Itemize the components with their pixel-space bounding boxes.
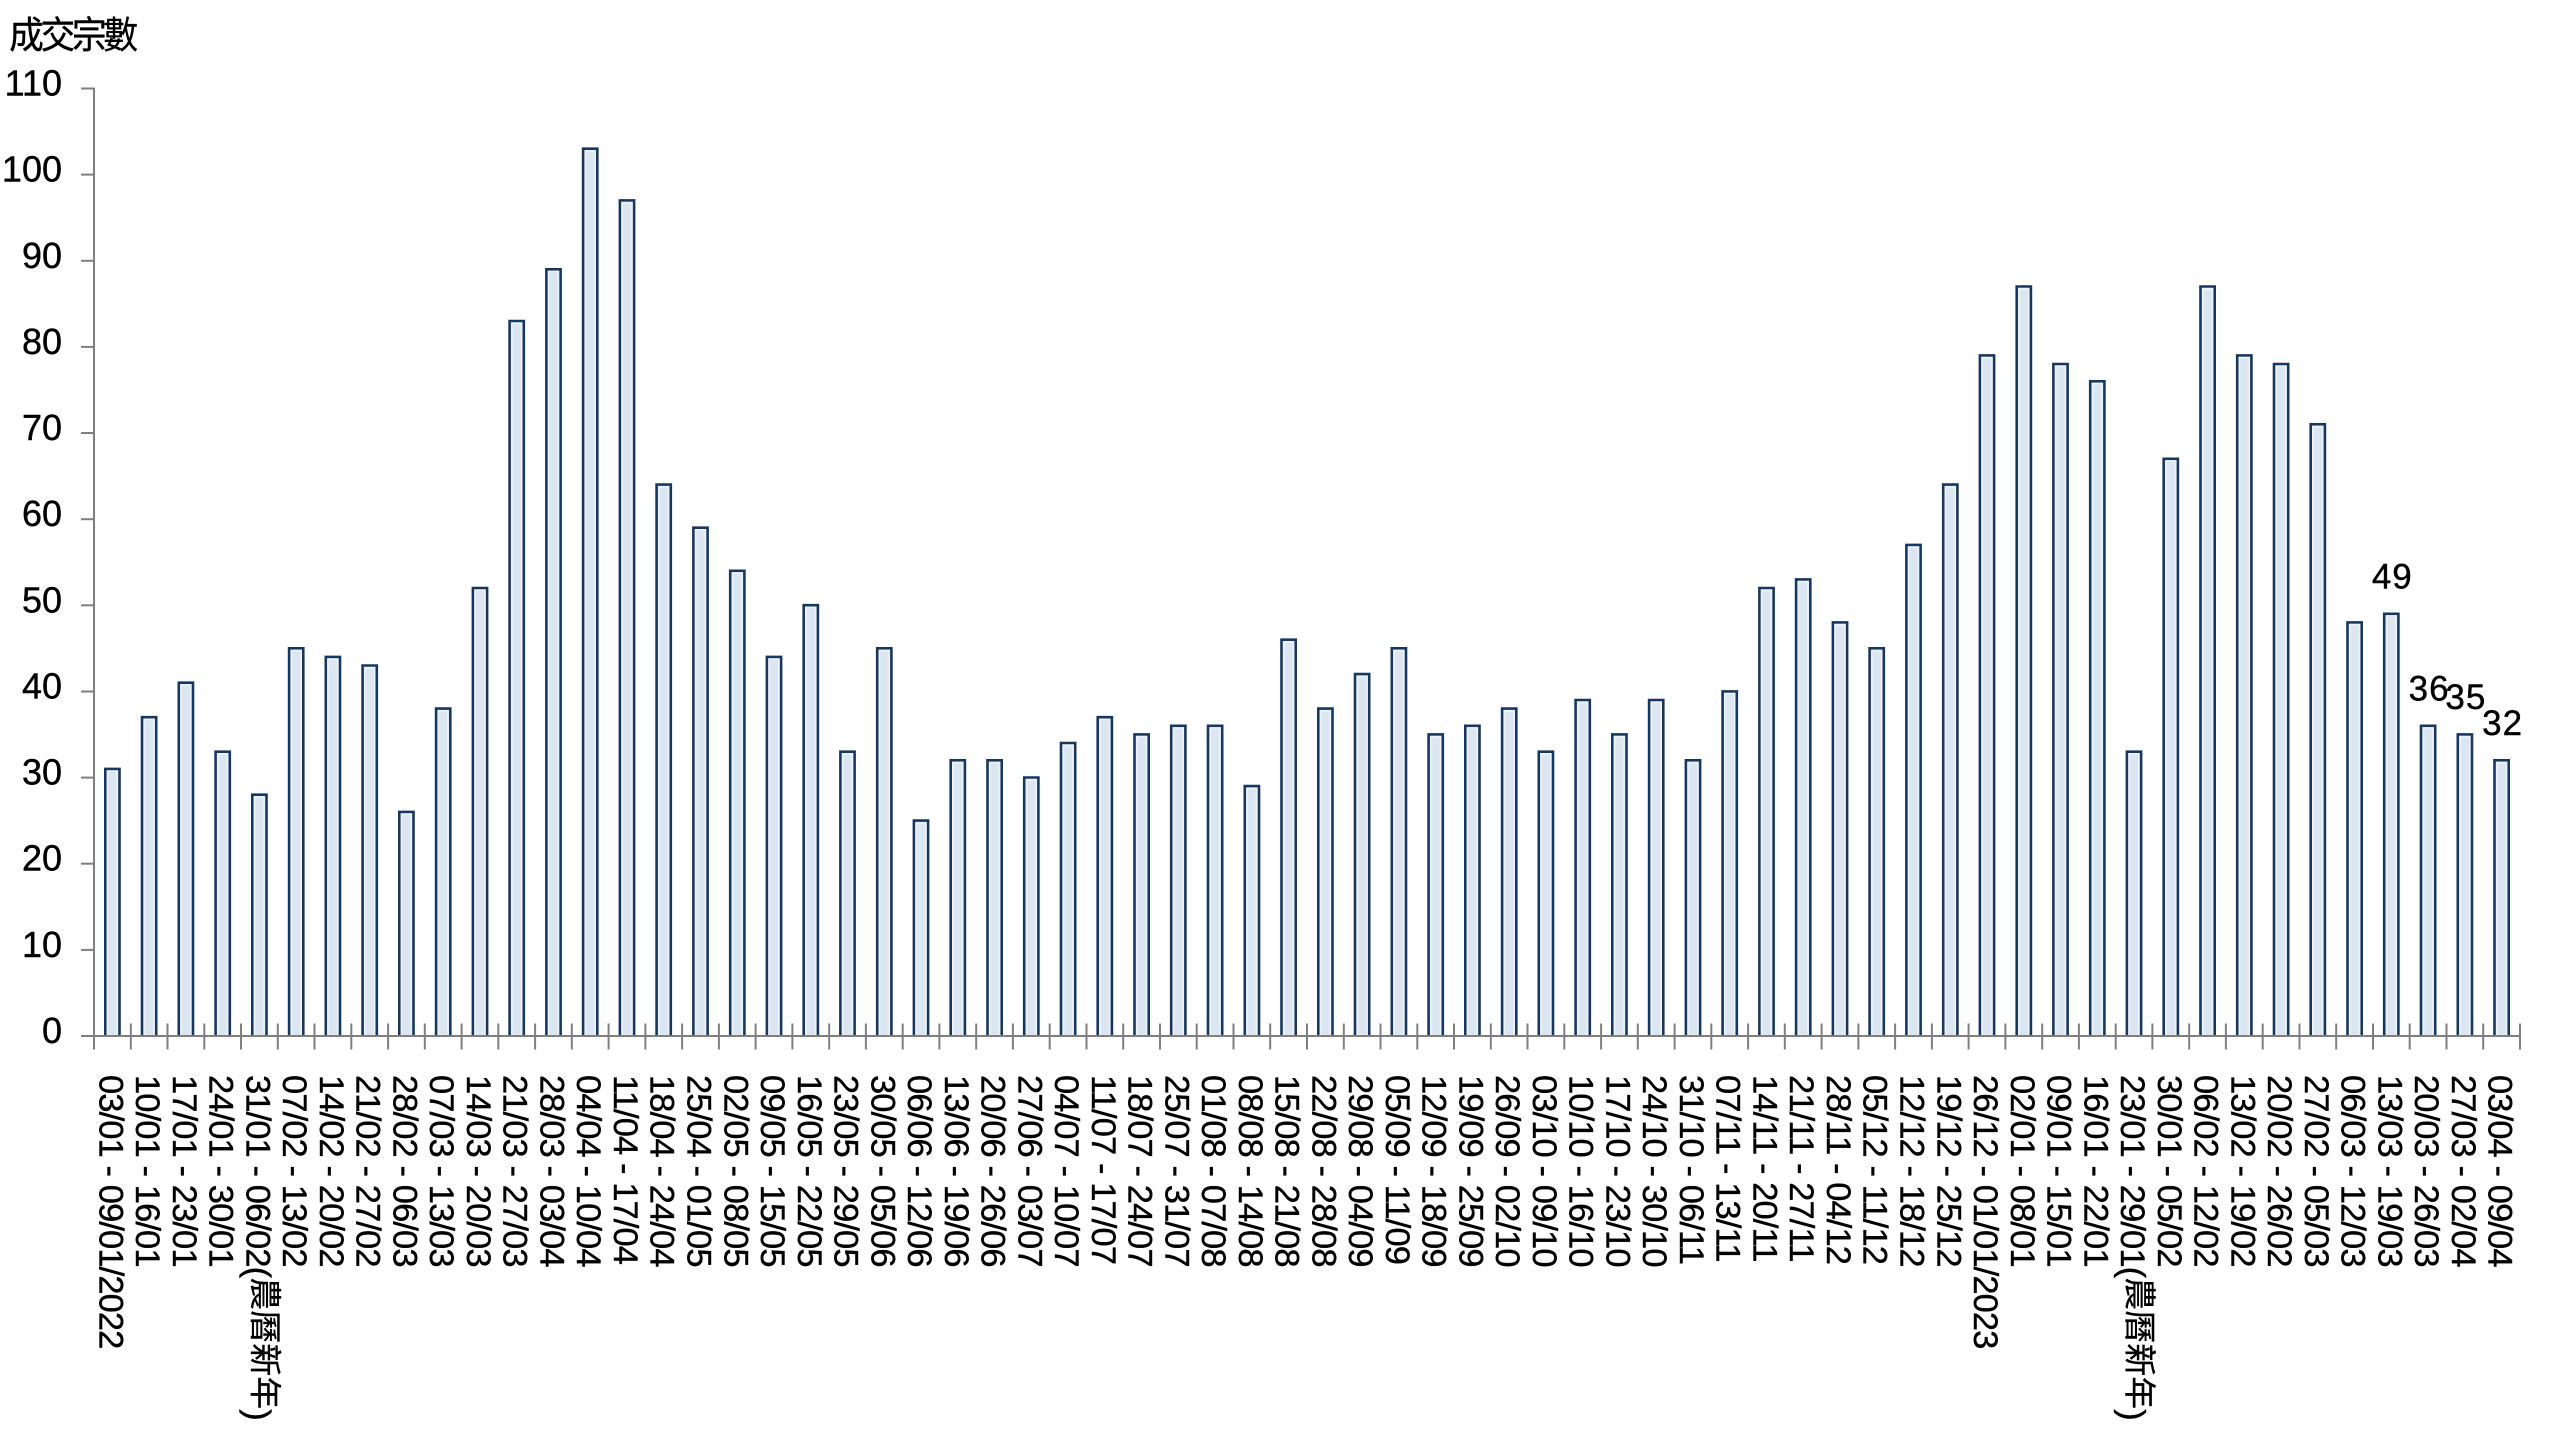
svg-text:10/10 - 16/10: 10/10 - 16/10 bbox=[1562, 1075, 1600, 1267]
svg-text:21/03 - 27/03: 21/03 - 27/03 bbox=[496, 1075, 534, 1267]
svg-text:16/01 - 22/01: 16/01 - 22/01 bbox=[2076, 1075, 2114, 1267]
svg-text:25/04 - 01/05: 25/04 - 01/05 bbox=[680, 1075, 718, 1267]
svg-text:06/02 - 12/02: 06/02 - 12/02 bbox=[2187, 1075, 2225, 1267]
svg-text:04/04 - 10/04: 04/04 - 10/04 bbox=[569, 1075, 607, 1267]
svg-text:26/12 - 01/01/2023: 26/12 - 01/01/2023 bbox=[1966, 1075, 2004, 1348]
svg-text:18/07 - 24/07: 18/07 - 24/07 bbox=[1121, 1075, 1159, 1267]
svg-text:35: 35 bbox=[2445, 678, 2486, 717]
svg-text:24/01 - 30/01: 24/01 - 30/01 bbox=[202, 1075, 240, 1267]
svg-text:50: 50 bbox=[22, 579, 62, 620]
svg-text:14/02 - 20/02: 14/02 - 20/02 bbox=[312, 1075, 350, 1267]
svg-text:03/04 - 09/04: 03/04 - 09/04 bbox=[2481, 1075, 2519, 1267]
svg-text:100: 100 bbox=[2, 149, 62, 190]
svg-text:32: 32 bbox=[2482, 704, 2523, 743]
svg-text:18/04 - 24/04: 18/04 - 24/04 bbox=[643, 1075, 681, 1267]
svg-text:06/06 - 12/06: 06/06 - 12/06 bbox=[900, 1075, 938, 1267]
svg-text:14/11 - 20/11: 14/11 - 20/11 bbox=[1746, 1075, 1784, 1262]
svg-text:26/09 - 02/10: 26/09 - 02/10 bbox=[1488, 1075, 1526, 1267]
svg-text:19/09 - 25/09: 19/09 - 25/09 bbox=[1451, 1075, 1489, 1267]
svg-text:17/10 - 23/10: 17/10 - 23/10 bbox=[1598, 1075, 1636, 1267]
svg-text:70: 70 bbox=[22, 407, 62, 448]
svg-text:23/05 - 29/05: 23/05 - 29/05 bbox=[827, 1075, 865, 1267]
svg-text:12/09 - 18/09: 12/09 - 18/09 bbox=[1415, 1075, 1453, 1267]
svg-text:20/06 - 26/06: 20/06 - 26/06 bbox=[974, 1075, 1012, 1267]
svg-text:20/02 - 26/02: 20/02 - 26/02 bbox=[2260, 1075, 2298, 1267]
svg-text:24/10 - 30/10: 24/10 - 30/10 bbox=[1635, 1075, 1673, 1267]
svg-text:11/07 - 17/07: 11/07 - 17/07 bbox=[1084, 1075, 1122, 1264]
svg-text:08/08 - 14/08: 08/08 - 14/08 bbox=[1231, 1075, 1269, 1267]
svg-text:31/01 - 06/02(: 31/01 - 06/02( bbox=[238, 1075, 276, 1279]
svg-text:27/02 - 05/03: 27/02 - 05/03 bbox=[2297, 1075, 2335, 1267]
svg-text:28/11 - 04/12: 28/11 - 04/12 bbox=[1819, 1075, 1857, 1264]
svg-text:20/03 - 26/03: 20/03 - 26/03 bbox=[2407, 1075, 2445, 1267]
svg-text:14/03 - 20/03: 14/03 - 20/03 bbox=[459, 1075, 497, 1267]
svg-text:01/08 - 07/08: 01/08 - 07/08 bbox=[1194, 1075, 1232, 1267]
svg-text:110: 110 bbox=[5, 63, 62, 104]
svg-text:07/03 - 13/03: 07/03 - 13/03 bbox=[422, 1075, 460, 1267]
svg-text:09/05 - 15/05: 09/05 - 15/05 bbox=[753, 1075, 791, 1267]
svg-text:13/06 - 19/06: 13/06 - 19/06 bbox=[937, 1075, 975, 1267]
svg-text:03/10 - 09/10: 03/10 - 09/10 bbox=[1525, 1075, 1563, 1267]
svg-text:90: 90 bbox=[22, 235, 62, 276]
svg-text:25/07 - 31/07: 25/07 - 31/07 bbox=[1157, 1075, 1195, 1267]
svg-text:60: 60 bbox=[22, 493, 62, 534]
svg-text:30: 30 bbox=[22, 752, 62, 793]
svg-text:): ) bbox=[238, 1409, 276, 1420]
svg-text:23/01 - 29/01(: 23/01 - 29/01( bbox=[2113, 1075, 2151, 1279]
svg-text:29/08 - 04/09: 29/08 - 04/09 bbox=[1341, 1075, 1379, 1267]
svg-text:20: 20 bbox=[22, 838, 62, 879]
svg-text:17/01 - 23/01: 17/01 - 23/01 bbox=[165, 1075, 203, 1267]
svg-text:09/01 - 15/01: 09/01 - 15/01 bbox=[2040, 1075, 2078, 1267]
svg-text:40: 40 bbox=[22, 666, 62, 707]
svg-text:05/12 - 11/12: 05/12 - 11/12 bbox=[1856, 1075, 1894, 1264]
svg-text:06/03 - 12/03: 06/03 - 12/03 bbox=[2334, 1075, 2372, 1267]
svg-text:80: 80 bbox=[22, 321, 62, 362]
svg-text:10: 10 bbox=[22, 924, 62, 965]
svg-text:12/12 - 18/12: 12/12 - 18/12 bbox=[1893, 1075, 1931, 1267]
svg-text:28/02 - 06/03: 28/02 - 06/03 bbox=[385, 1075, 423, 1267]
svg-text:13/03 - 19/03: 13/03 - 19/03 bbox=[2370, 1075, 2408, 1267]
svg-text:21/11 - 27/11: 21/11 - 27/11 bbox=[1782, 1075, 1820, 1262]
svg-text:27/03 - 02/04: 27/03 - 02/04 bbox=[2444, 1075, 2482, 1267]
svg-text:15/08 - 21/08: 15/08 - 21/08 bbox=[1268, 1075, 1306, 1267]
svg-text:16/05 - 22/05: 16/05 - 22/05 bbox=[790, 1075, 828, 1267]
svg-text:0: 0 bbox=[42, 1010, 62, 1051]
svg-text:10/01 - 16/01: 10/01 - 16/01 bbox=[128, 1075, 166, 1267]
svg-text:49: 49 bbox=[2372, 557, 2413, 596]
svg-text:02/01 - 08/01: 02/01 - 08/01 bbox=[2003, 1075, 2041, 1267]
svg-text:22/08 - 28/08: 22/08 - 28/08 bbox=[1304, 1075, 1342, 1267]
svg-text:27/06 - 03/07: 27/06 - 03/07 bbox=[1010, 1075, 1048, 1267]
svg-text:28/03 - 03/04: 28/03 - 03/04 bbox=[533, 1075, 571, 1267]
svg-text:07/11 - 13/11: 07/11 - 13/11 bbox=[1709, 1075, 1747, 1262]
svg-text:11/04 - 17/04: 11/04 - 17/04 bbox=[606, 1075, 644, 1265]
svg-text:04/07 - 10/07: 04/07 - 10/07 bbox=[1047, 1075, 1085, 1267]
svg-text:36: 36 bbox=[2409, 669, 2450, 708]
svg-text:21/02 - 27/02: 21/02 - 27/02 bbox=[349, 1075, 387, 1267]
svg-text:02/05 - 08/05: 02/05 - 08/05 bbox=[716, 1075, 754, 1267]
svg-text:13/02 - 19/02: 13/02 - 19/02 bbox=[2223, 1075, 2261, 1267]
svg-text:30/05 - 05/06: 30/05 - 05/06 bbox=[863, 1075, 901, 1267]
svg-text:): ) bbox=[2113, 1409, 2151, 1420]
svg-text:19/12 - 25/12: 19/12 - 25/12 bbox=[1929, 1075, 1967, 1267]
svg-text:31/10 - 06/11: 31/10 - 06/11 bbox=[1672, 1075, 1710, 1264]
svg-text:05/09 - 11/09: 05/09 - 11/09 bbox=[1378, 1075, 1416, 1264]
svg-text:03/01 - 09/01/2022: 03/01 - 09/01/2022 bbox=[91, 1075, 129, 1348]
svg-text:30/01 - 05/02: 30/01 - 05/02 bbox=[2150, 1075, 2188, 1267]
svg-text:07/02 - 13/02: 07/02 - 13/02 bbox=[275, 1075, 313, 1267]
